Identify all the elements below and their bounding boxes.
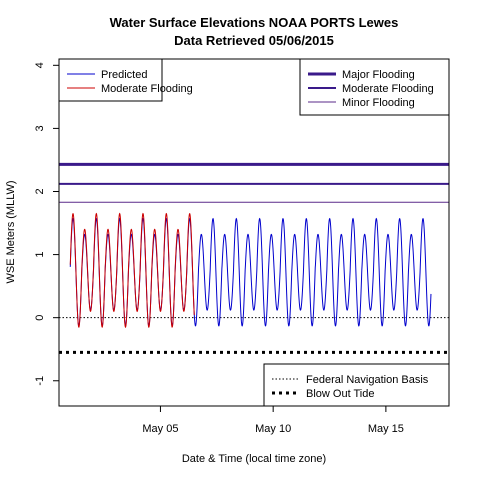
legend-blow-out-tide-label: Blow Out Tide (306, 388, 374, 400)
legend-observed-label: Moderate Flooding (101, 83, 193, 95)
y-tick-label: 2 (34, 188, 46, 194)
y-tick-label: -1 (34, 376, 46, 386)
y-axis-label: WSE Meters (MLLW) (5, 180, 17, 283)
legend-federal-navigation-label: Federal Navigation Basis (306, 374, 429, 386)
y-axis: -1 0 1 2 3 4 (34, 62, 59, 386)
y-tick-label: 3 (34, 125, 46, 131)
legend-top-right: Major Flooding Moderate Flooding Minor F… (299, 58, 450, 116)
legend-top-left-box (58, 58, 163, 102)
legend-major-flooding-label: Major Flooding (342, 69, 415, 81)
chart-title-line-2: Data Retrieved 05/06/2015 (174, 33, 334, 48)
x-axis-label: Date & Time (local time zone) (182, 453, 326, 465)
x-tick-label: May 05 (142, 423, 178, 435)
x-tick-label: May 10 (255, 423, 291, 435)
legend-bottom-right-box (263, 363, 450, 407)
x-tick-label: May 15 (368, 423, 404, 435)
legend-minor-flooding-label: Minor Flooding (342, 97, 415, 109)
series-observed (69, 212, 195, 329)
y-tick-label: 0 (34, 315, 46, 321)
reference-lines (59, 162, 449, 354)
legend-moderate-flooding-label: Moderate Flooding (342, 83, 434, 95)
legend-bottom-right: Federal Navigation Basis Blow Out Tide (263, 363, 450, 407)
plot-frame (58, 58, 450, 407)
y-tick-label: 1 (34, 252, 46, 258)
series-lines (69, 212, 432, 329)
legend-predicted-label: Predicted (101, 69, 147, 81)
chart-title-line-1: Water Surface Elevations NOAA PORTS Lewe… (110, 15, 399, 30)
legend-top-left: Predicted Moderate Flooding (58, 58, 193, 102)
x-axis: May 05 May 10 May 15 (142, 406, 404, 435)
y-tick-label: 4 (34, 62, 46, 68)
